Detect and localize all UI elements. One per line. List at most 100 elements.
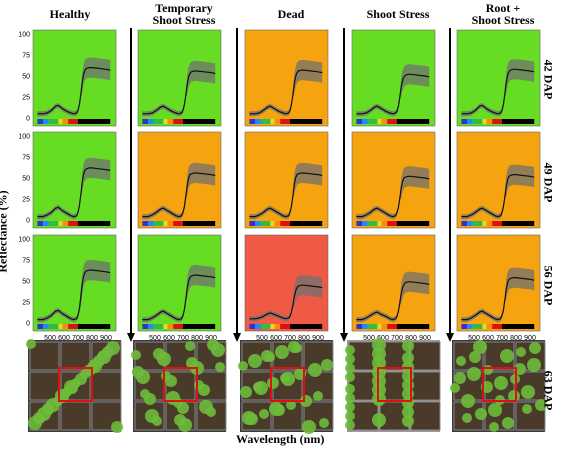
panel-56-dap-shoot-stress: 500 600 700 800 900 xyxy=(351,234,436,342)
spectrum-strip-segment xyxy=(381,324,388,329)
spectrum-strip-segment xyxy=(153,221,164,226)
spectrum-strip-segment xyxy=(249,119,255,124)
spectrum-strip-segment xyxy=(148,324,154,329)
plant-leaf-cluster xyxy=(161,371,171,381)
x-tick-label: 900 xyxy=(100,335,112,342)
spectrum-strip-segment xyxy=(255,119,261,124)
plant-leaf-cluster xyxy=(345,393,355,403)
spectrum-strip-segment xyxy=(173,221,183,226)
y-tick-label: 25 xyxy=(22,197,30,204)
spectrum-strip-segment xyxy=(362,221,368,226)
plant-leaf-cluster xyxy=(275,345,289,359)
spectrum-strip-segment xyxy=(397,119,430,124)
spectrum-strip-segment xyxy=(153,119,164,124)
panel-background xyxy=(32,234,117,332)
plant-leaf-cluster xyxy=(319,418,329,428)
x-tick-label: 900 xyxy=(419,335,431,342)
spectrum-strip-segment xyxy=(260,221,271,226)
plant-leaf-cluster xyxy=(456,356,466,366)
plant-leaf-cluster xyxy=(467,367,481,381)
spectrum-strip-segment xyxy=(486,324,493,329)
spectrum-strip-segment xyxy=(58,119,63,124)
plant-leaf-cluster xyxy=(313,391,323,401)
plant-leaf-cluster xyxy=(402,340,414,352)
spectrum-strip-segment xyxy=(249,221,255,226)
spectrum-strip-segment xyxy=(387,119,397,124)
plant-leaf-cluster xyxy=(345,372,355,382)
panel-49-dap-dead xyxy=(244,131,329,229)
spectrum-strip-segment xyxy=(43,324,49,329)
y-tick-label: 25 xyxy=(22,300,30,307)
panel-42-dap-healthy: 0 25 50 75 100 xyxy=(18,29,117,127)
plant-leaf-cluster xyxy=(402,406,414,418)
plant-leaf-cluster xyxy=(153,348,165,360)
spectrum-strip-segment xyxy=(280,324,290,329)
x-tick-label: 800 xyxy=(298,335,310,342)
mean-reflectance-line xyxy=(37,167,111,218)
spectrum-strip-segment xyxy=(397,324,430,329)
panel-42-dap-shoot-stress xyxy=(351,29,436,127)
y-tick-label: 75 xyxy=(22,53,30,60)
spectrum-strip-segment xyxy=(163,324,168,329)
spectral-variability-band xyxy=(142,162,216,220)
focal-plant-highlight xyxy=(270,367,305,402)
plant-leaf-cluster xyxy=(473,340,487,354)
plant-leaf-cluster xyxy=(199,400,213,414)
plant-leaf-cluster xyxy=(238,361,248,371)
y-tick-label: 75 xyxy=(22,155,30,162)
mean-reflectance-line xyxy=(461,277,535,321)
spectral-variability-band xyxy=(249,60,323,117)
focal-plant-highlight xyxy=(377,367,412,402)
plant-leaf-cluster xyxy=(248,354,262,368)
photo-63-dap-4 xyxy=(345,338,441,432)
mean-reflectance-line xyxy=(249,69,323,115)
spectrum-strip-segment xyxy=(461,221,467,226)
plant-leaf-cluster xyxy=(240,386,252,398)
x-tick-label: 600 xyxy=(377,335,389,342)
spectrum-strip-segment xyxy=(270,221,275,226)
column-divider-arrowhead-4 xyxy=(446,333,454,342)
plant-leaf-cluster xyxy=(500,349,514,363)
spectrum-strip-segment xyxy=(461,324,467,329)
plant-leaf-cluster xyxy=(253,382,263,392)
x-tick-label: 700 xyxy=(284,335,296,342)
spectrum-strip-segment xyxy=(260,119,271,124)
plant-leaf-cluster xyxy=(372,338,386,352)
mean-reflectance-line xyxy=(461,174,535,218)
spectrum-strip-segment xyxy=(482,119,487,124)
y-tick-label: 0 xyxy=(26,218,30,225)
plant-leaf-cluster xyxy=(450,383,460,393)
spectral-variability-band xyxy=(142,60,216,117)
spectrum-strip-segment xyxy=(62,221,69,226)
spectrum-strip-segment xyxy=(43,119,49,124)
x-tick-label: 900 xyxy=(205,335,217,342)
y-tick-label: 100 xyxy=(18,134,30,141)
spectrum-strip-segment xyxy=(367,324,378,329)
spectrum-strip-segment xyxy=(290,221,323,226)
plant-leaf-cluster xyxy=(488,403,502,417)
focal-plant-highlight xyxy=(482,367,517,402)
spectrum-strip-segment xyxy=(280,119,290,124)
spectral-variability-band xyxy=(461,164,535,220)
spectrum-strip-segment xyxy=(255,221,261,226)
x-tick-label: 700 xyxy=(72,335,84,342)
panel-56-dap-dead: 500 600 700 800 900 xyxy=(244,234,329,342)
panel-49-dap-temporary-shoot-stress xyxy=(137,131,222,229)
x-tick-label: 600 xyxy=(482,335,494,342)
spectrum-strip-segment xyxy=(467,221,473,226)
plant-leaf-cluster xyxy=(261,350,273,362)
plant-leaf-cluster xyxy=(33,412,45,424)
spectrum-strip-segment xyxy=(467,119,473,124)
x-tick-label: 900 xyxy=(524,335,536,342)
y-tick-label: 0 xyxy=(26,321,30,328)
plant-leaf-cluster xyxy=(483,365,493,375)
spectral-variability-band xyxy=(249,275,323,322)
photo-63-dap-2 xyxy=(131,339,227,432)
x-tick-label: 800 xyxy=(191,335,203,342)
spectrum-strip-segment xyxy=(492,324,502,329)
spectral-variability-band xyxy=(249,162,323,220)
x-tick-label: 700 xyxy=(496,335,508,342)
spectrum-strip-segment xyxy=(183,221,216,226)
spectrum-strip-segment xyxy=(486,119,493,124)
